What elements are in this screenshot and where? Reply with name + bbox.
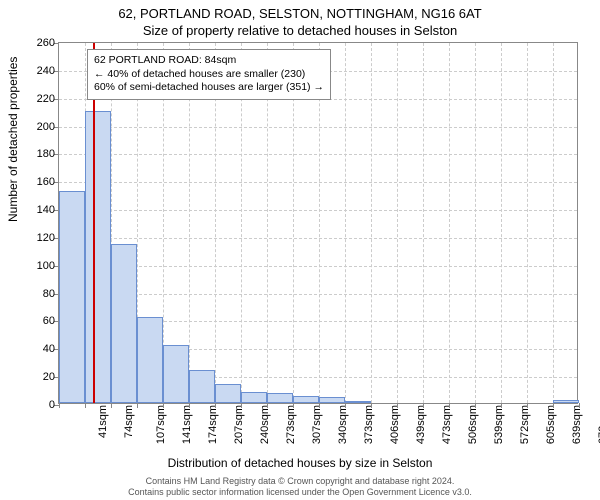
- annotation-line-2: ← 40% of detached houses are smaller (23…: [94, 68, 324, 82]
- attribution-line-1: Contains HM Land Registry data © Crown c…: [0, 476, 600, 487]
- histogram-bar: [189, 370, 215, 403]
- x-tick-mark: [345, 403, 346, 408]
- x-tick-label: 141sqm: [181, 405, 193, 444]
- gridline-vertical: [371, 43, 372, 403]
- x-tick-mark: [59, 403, 60, 408]
- x-tick-label: 174sqm: [207, 405, 219, 444]
- x-tick-mark: [553, 403, 554, 408]
- histogram-bar: [111, 244, 137, 403]
- histogram-bar: [59, 191, 85, 403]
- x-tick-label: 639sqm: [571, 405, 583, 444]
- y-tick-label: 60: [43, 315, 59, 327]
- chart-plot-area: 02040608010012014016018020022024026041sq…: [58, 42, 578, 404]
- histogram-bar: [293, 396, 319, 403]
- histogram-bar: [163, 345, 189, 403]
- gridline-vertical: [553, 43, 554, 403]
- x-tick-mark: [163, 403, 164, 408]
- gridline-vertical: [527, 43, 528, 403]
- annotation-box: 62 PORTLAND ROAD: 84sqm ← 40% of detache…: [87, 49, 331, 100]
- title-sub: Size of property relative to detached ho…: [0, 21, 600, 38]
- x-tick-mark: [527, 403, 528, 408]
- histogram-bar: [345, 401, 371, 403]
- gridline-vertical: [345, 43, 346, 403]
- y-tick-label: 200: [37, 121, 59, 133]
- x-tick-mark: [241, 403, 242, 408]
- y-tick-label: 20: [43, 371, 59, 383]
- x-tick-mark: [319, 403, 320, 408]
- histogram-bar: [85, 111, 111, 403]
- y-tick-label: 160: [37, 176, 59, 188]
- x-tick-label: 406sqm: [389, 405, 401, 444]
- y-axis-label: Number of detached properties: [6, 57, 20, 222]
- x-tick-mark: [137, 403, 138, 408]
- y-tick-label: 120: [37, 232, 59, 244]
- x-tick-mark: [267, 403, 268, 408]
- x-tick-mark: [397, 403, 398, 408]
- x-tick-label: 307sqm: [311, 405, 323, 444]
- y-tick-label: 80: [43, 288, 59, 300]
- x-tick-mark: [371, 403, 372, 408]
- x-tick-label: 506sqm: [467, 405, 479, 444]
- x-tick-mark: [579, 403, 580, 408]
- x-tick-mark: [423, 403, 424, 408]
- x-tick-label: 439sqm: [415, 405, 427, 444]
- x-tick-mark: [293, 403, 294, 408]
- histogram-bar: [241, 392, 267, 403]
- x-tick-label: 41sqm: [97, 405, 109, 438]
- y-tick-label: 100: [37, 260, 59, 272]
- gridline-vertical: [423, 43, 424, 403]
- x-tick-label: 539sqm: [493, 405, 505, 444]
- x-tick-mark: [111, 403, 112, 408]
- gridline-vertical: [449, 43, 450, 403]
- x-tick-label: 572sqm: [519, 405, 531, 444]
- x-tick-label: 107sqm: [155, 405, 167, 444]
- y-tick-label: 140: [37, 204, 59, 216]
- histogram-bar: [215, 384, 241, 403]
- x-tick-label: 273sqm: [285, 405, 297, 444]
- gridline-vertical: [397, 43, 398, 403]
- y-tick-label: 40: [43, 343, 59, 355]
- y-tick-label: 260: [37, 37, 59, 49]
- y-tick-label: 180: [37, 148, 59, 160]
- histogram-bar: [319, 397, 345, 403]
- x-tick-label: 473sqm: [441, 405, 453, 444]
- gridline-vertical: [475, 43, 476, 403]
- x-axis-label: Distribution of detached houses by size …: [0, 456, 600, 470]
- x-tick-label: 605sqm: [545, 405, 557, 444]
- x-tick-label: 240sqm: [259, 405, 271, 444]
- gridline-vertical: [501, 43, 502, 403]
- y-tick-label: 220: [37, 93, 59, 105]
- x-tick-mark: [449, 403, 450, 408]
- annotation-line-1: 62 PORTLAND ROAD: 84sqm: [94, 54, 324, 68]
- x-tick-label: 207sqm: [233, 405, 245, 444]
- x-tick-mark: [475, 403, 476, 408]
- x-tick-label: 373sqm: [363, 405, 375, 444]
- histogram-bar: [553, 400, 579, 403]
- attribution-line-2: Contains public sector information licen…: [0, 487, 600, 498]
- x-tick-label: 340sqm: [337, 405, 349, 444]
- y-tick-label: 240: [37, 65, 59, 77]
- x-tick-label: 74sqm: [123, 405, 135, 438]
- histogram-bar: [137, 317, 163, 403]
- chart-container: 62, PORTLAND ROAD, SELSTON, NOTTINGHAM, …: [0, 0, 600, 500]
- histogram-bar: [267, 393, 293, 403]
- title-main: 62, PORTLAND ROAD, SELSTON, NOTTINGHAM, …: [0, 0, 600, 21]
- attribution-text: Contains HM Land Registry data © Crown c…: [0, 476, 600, 498]
- x-tick-mark: [189, 403, 190, 408]
- x-tick-mark: [501, 403, 502, 408]
- y-tick-label: 0: [49, 399, 59, 411]
- x-tick-mark: [215, 403, 216, 408]
- annotation-line-3: 60% of semi-detached houses are larger (…: [94, 81, 324, 95]
- x-tick-mark: [85, 403, 86, 408]
